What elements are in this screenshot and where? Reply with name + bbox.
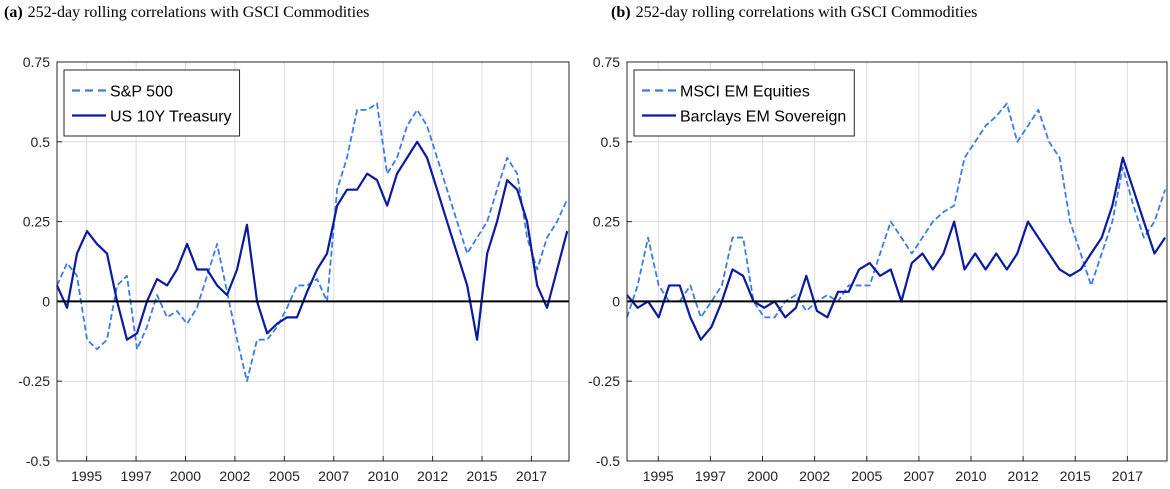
x-tick-label: 2012 — [417, 468, 448, 484]
series-line — [626, 156, 1167, 341]
y-tick-label: 0.75 — [23, 54, 50, 70]
x-tick-label: 1995 — [643, 468, 674, 484]
y-tick-label: 0 — [612, 293, 620, 309]
title-text: 252-day rolling correlations with GSCI C… — [636, 4, 978, 21]
panel-label: (a) — [4, 4, 23, 21]
y-tick-label: 0.5 — [31, 134, 51, 150]
y-tick-label: 0.25 — [593, 214, 620, 230]
y-tick-label: 0 — [42, 293, 50, 309]
legend-label: US 10Y Treasury — [110, 109, 232, 126]
legend: S&P 500 US 10Y Treasury — [63, 69, 241, 137]
chart-title: (a) 252-day rolling correlations with GSC… — [4, 4, 369, 21]
y-tick-label: -0.25 — [588, 373, 620, 389]
legend-label: S&P 500 — [110, 84, 173, 101]
x-tick-label: 2000 — [747, 468, 778, 484]
x-tick-label: 1997 — [695, 468, 726, 484]
x-tick-label: 2007 — [903, 468, 934, 484]
y-tick-label: -0.25 — [18, 373, 50, 389]
series-line — [55, 140, 569, 341]
x-tick-label: 2007 — [318, 468, 349, 484]
title-text: 252-day rolling correlations with GSCI C… — [28, 4, 370, 21]
legend-label: MSCI EM Equities — [680, 84, 810, 101]
chart-panel: (a) 252-day rolling correlations with GSC… — [4, 4, 570, 484]
x-tick-label: 2005 — [851, 468, 882, 484]
x-tick-label: 2017 — [516, 468, 547, 484]
y-tick-label: 0.75 — [593, 54, 620, 70]
legend: MSCI EM Equities Barclays EM Sovereign — [633, 69, 855, 137]
chart-panel: (b) 252-day rolling correlations with GSC… — [588, 4, 1168, 484]
x-tick-label: 2002 — [219, 468, 250, 484]
y-tick-label: 0.25 — [23, 214, 50, 230]
axes-frame — [56, 61, 570, 462]
legend-box — [63, 69, 241, 137]
y-tick-label: -0.5 — [26, 453, 50, 469]
series-line — [626, 102, 1166, 319]
x-tick-label: 2010 — [955, 468, 986, 484]
x-tick-label: 2005 — [269, 468, 300, 484]
x-tick-label: 2010 — [368, 468, 399, 484]
legend-label: Barclays EM Sovereign — [680, 109, 846, 126]
y-tick-label: -0.5 — [596, 453, 620, 469]
x-tick-label: 2002 — [799, 468, 830, 484]
x-tick-label: 2015 — [466, 468, 497, 484]
x-tick-label: 1997 — [120, 468, 151, 484]
x-tick-label: 2012 — [1008, 468, 1039, 484]
panel-label: (b) — [611, 4, 631, 21]
x-tick-label: 1995 — [71, 468, 102, 484]
chart-title: (b) 252-day rolling correlations with GSC… — [611, 4, 977, 21]
legend-box — [633, 69, 855, 137]
y-tick-label: 0.5 — [601, 134, 621, 150]
x-tick-label: 2000 — [170, 468, 201, 484]
x-tick-label: 2017 — [1112, 468, 1143, 484]
x-tick-label: 2015 — [1060, 468, 1091, 484]
axes-frame — [626, 61, 1168, 462]
